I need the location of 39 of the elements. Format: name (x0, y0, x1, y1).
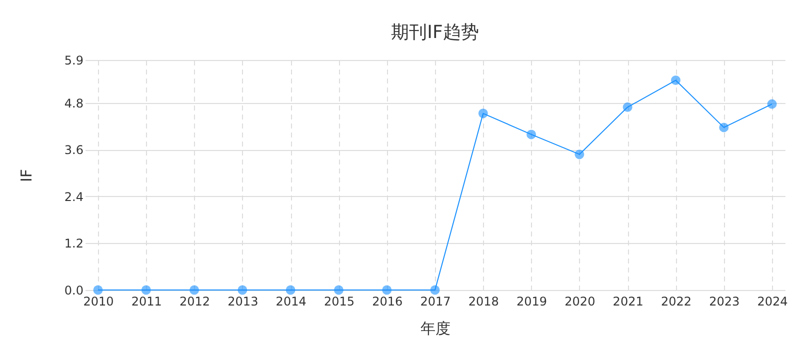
point (382, 285, 392, 295)
chart-title: 期刊IF趋势 (391, 22, 479, 43)
point (574, 150, 584, 160)
point (622, 102, 632, 112)
x-tick-label: 2020 (564, 294, 596, 308)
y-tick-label: 1.2 (64, 236, 84, 251)
point (334, 285, 344, 295)
point (670, 76, 680, 86)
point (286, 285, 296, 295)
x-tick-label: 2013 (228, 294, 258, 308)
point (141, 285, 151, 295)
x-tick-label: 2014 (276, 294, 306, 308)
point (93, 285, 103, 295)
point (526, 130, 536, 140)
x-tick-label: 2016 (372, 294, 403, 308)
x-tick-label: 2023 (709, 294, 740, 308)
x-tick-label: 2021 (612, 294, 644, 308)
point (719, 122, 729, 132)
point (430, 285, 440, 295)
x-tick-label: 2022 (660, 294, 692, 308)
point (238, 285, 248, 295)
x-tick-label: 2019 (516, 294, 548, 308)
x-tick-label: 2018 (468, 294, 499, 308)
point (767, 99, 777, 109)
y-tick-label: 2.4 (64, 190, 84, 204)
x-axis-title: 年度 (420, 320, 450, 338)
point (478, 108, 488, 118)
y-tick-label: 0.0 (64, 284, 84, 298)
y-tick-label: 3.6 (64, 143, 84, 158)
point (190, 285, 200, 295)
y-tick-label: 4.8 (64, 96, 84, 110)
x-tick-label: 2010 (83, 294, 114, 308)
y-axis-title: IF (17, 168, 36, 182)
x-tick-label: 2012 (180, 294, 210, 308)
x-tick-label: 2024 (757, 294, 788, 308)
x-tick-label: 2015 (324, 294, 354, 308)
x-tick-label: 2011 (131, 294, 162, 308)
y-tick-label: 5.9 (64, 54, 84, 68)
x-tick-label: 2017 (420, 294, 451, 308)
